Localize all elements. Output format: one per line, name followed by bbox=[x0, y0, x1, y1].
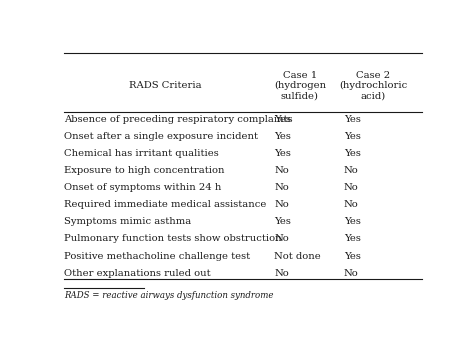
Text: Yes: Yes bbox=[344, 217, 361, 226]
Text: Symptoms mimic asthma: Symptoms mimic asthma bbox=[64, 217, 191, 226]
Text: Onset of symptoms within 24 h: Onset of symptoms within 24 h bbox=[64, 183, 221, 192]
Text: Yes: Yes bbox=[344, 132, 361, 140]
Text: Case 1
(hydrogen
sulfide): Case 1 (hydrogen sulfide) bbox=[274, 71, 326, 101]
Text: No: No bbox=[274, 234, 289, 243]
Text: Yes: Yes bbox=[344, 149, 361, 158]
Text: Yes: Yes bbox=[274, 132, 291, 140]
Text: Other explanations ruled out: Other explanations ruled out bbox=[64, 269, 210, 277]
Text: Required immediate medical assistance: Required immediate medical assistance bbox=[64, 200, 266, 209]
Text: No: No bbox=[344, 269, 359, 277]
Text: Yes: Yes bbox=[344, 234, 361, 243]
Text: No: No bbox=[344, 200, 359, 209]
Text: Yes: Yes bbox=[274, 149, 291, 158]
Text: No: No bbox=[274, 269, 289, 277]
Text: RADS Criteria: RADS Criteria bbox=[129, 81, 202, 90]
Text: Chemical has irritant qualities: Chemical has irritant qualities bbox=[64, 149, 219, 158]
Text: No: No bbox=[344, 166, 359, 175]
Text: Onset after a single exposure incident: Onset after a single exposure incident bbox=[64, 132, 258, 140]
Text: Yes: Yes bbox=[344, 251, 361, 261]
Text: Yes: Yes bbox=[274, 114, 291, 124]
Text: Exposure to high concentration: Exposure to high concentration bbox=[64, 166, 224, 175]
Text: No: No bbox=[344, 183, 359, 192]
Text: No: No bbox=[274, 183, 289, 192]
Text: Yes: Yes bbox=[274, 217, 291, 226]
Text: RADS = reactive airways dysfunction syndrome: RADS = reactive airways dysfunction synd… bbox=[64, 291, 273, 300]
Text: Case 2
(hydrochloric
acid): Case 2 (hydrochloric acid) bbox=[339, 71, 408, 101]
Text: Absence of preceding respiratory complaints: Absence of preceding respiratory complai… bbox=[64, 114, 292, 124]
Text: Yes: Yes bbox=[344, 114, 361, 124]
Text: Not done: Not done bbox=[274, 251, 321, 261]
Text: Pulmonary function tests show obstruction: Pulmonary function tests show obstructio… bbox=[64, 234, 281, 243]
Text: No: No bbox=[274, 166, 289, 175]
Text: No: No bbox=[274, 200, 289, 209]
Text: Positive methacholine challenge test: Positive methacholine challenge test bbox=[64, 251, 250, 261]
